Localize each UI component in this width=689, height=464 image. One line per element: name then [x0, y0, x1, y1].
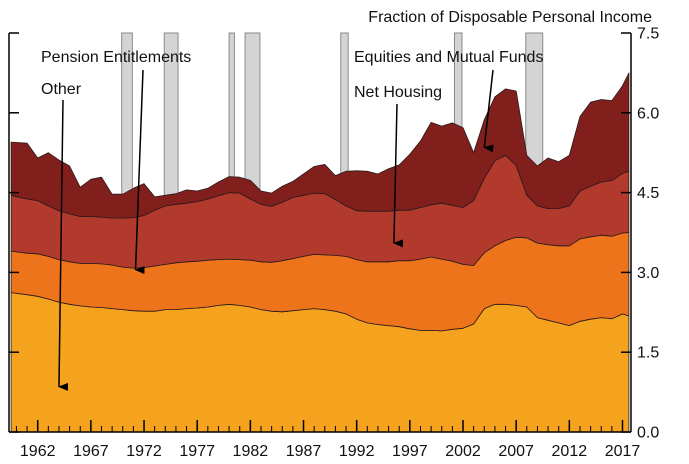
x-tick-label: 1962 [20, 443, 56, 460]
x-tick-label: 2017 [605, 443, 641, 460]
y-tick-label: 6.0 [637, 105, 659, 122]
axis-ticks: 0.0 1.5 3.0 4.5 6.0 7.5 1962 1967 1972 1977 1982 19… [9, 26, 659, 460]
x-tick-label: 1997 [392, 443, 428, 460]
annotation-arrow [57, 99, 69, 391]
annotation-label: Pension Entitlements [41, 49, 191, 66]
annotations: Pension Entitlements Other Equities and Mu… [41, 49, 543, 391]
x-tick-label: 1992 [339, 443, 375, 460]
x-tick-label: 1982 [233, 443, 269, 460]
area-equities-and-mutual-funds [10, 72, 630, 219]
plot-frame [8, 33, 632, 433]
annotation-label: Net Housing [354, 84, 442, 101]
right-axis-title: Fraction of Disposable Personal Income [368, 9, 652, 26]
annotation-arrow [134, 69, 145, 275]
y-tick-label: 4.5 [637, 185, 659, 202]
y-tick-label: 0.0 [637, 425, 659, 442]
y-tick-label: 1.5 [637, 345, 659, 362]
x-tick-label: 1967 [73, 443, 109, 460]
stacked-areas [10, 72, 630, 433]
x-tick-label: 1977 [179, 443, 215, 460]
x-tick-label: 2002 [445, 443, 481, 460]
y-tick-label: 7.5 [637, 26, 659, 43]
y-tick-label: 3.0 [637, 265, 659, 282]
annotation-arrow [483, 69, 494, 153]
annotation-arrow [392, 103, 403, 248]
annotation-label: Other [41, 81, 82, 98]
x-tick-label: 1987 [286, 443, 322, 460]
x-tick-label: 1972 [126, 443, 162, 460]
x-tick-label: 2012 [552, 443, 588, 460]
x-tick-label: 2007 [498, 443, 534, 460]
annotation-label: Equities and Mutual Funds [354, 49, 543, 66]
